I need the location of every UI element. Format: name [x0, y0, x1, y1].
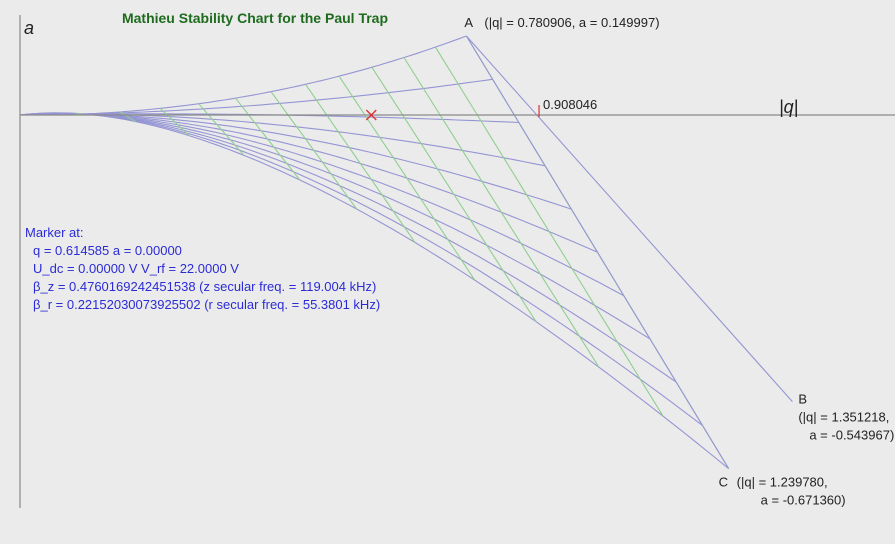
marker-stroke-2	[365, 109, 377, 121]
iso-beta-r-curve	[198, 103, 245, 156]
chart-title: Mathieu Stability Chart for the Paul Tra…	[122, 10, 388, 26]
info-q-a: q = 0.614585 a = 0.00000	[33, 243, 182, 258]
q-intercept-label: 0.908046	[543, 97, 597, 112]
boundary-a-c	[465, 35, 730, 469]
x-axis-label: |q|	[779, 97, 798, 117]
vertex-a-letter: A	[464, 15, 473, 30]
iso-beta-z-curve	[20, 78, 493, 116]
iso-beta-r-curve	[305, 83, 416, 243]
iso-beta-r-curve	[119, 111, 136, 123]
vertex-c-letter: C	[719, 475, 728, 490]
info-header: Marker at:	[25, 225, 84, 240]
iso-beta-r-curve	[75, 113, 82, 115]
iso-beta-r-curve	[270, 91, 358, 210]
vertex-c-label-line1: (|q| = 1.239780,	[737, 475, 828, 490]
y-axis-label: a	[24, 18, 34, 38]
info-voltages: U_dc = 0.00000 V V_rf = 22.0000 V	[33, 261, 239, 276]
iso-beta-r-curve	[434, 46, 664, 417]
iso-beta-z-curve	[19, 113, 572, 210]
iso-beta-r-curve	[159, 107, 190, 137]
iso-beta-r-curve	[403, 57, 600, 368]
iso-beta-r-curve	[235, 97, 301, 181]
iso-beta-z-curve	[19, 113, 598, 253]
boundary-a-b	[465, 35, 793, 402]
info-beta-r: β_r = 0.22152030073925502 (r secular fre…	[33, 297, 380, 312]
info-beta-z: β_z = 0.4760169242451538 (z secular freq…	[33, 279, 376, 294]
marker-info-panel: Marker at: q = 0.614585 a = 0.00000 U_dc…	[25, 225, 380, 312]
vertex-c-label-line2: a = -0.671360)	[761, 493, 846, 508]
iso-beta-r-curve	[371, 66, 537, 322]
vertex-b-label-line2: a = -0.543967)	[809, 428, 894, 443]
operating-point-marker[interactable]	[365, 109, 377, 121]
iso-beta-z-curve	[20, 35, 467, 116]
iso-beta-r-curve	[338, 75, 476, 281]
vertex-a-label: (|q| = 0.780906, a = 0.149997)	[484, 15, 659, 30]
vertex-b-letter: B	[798, 392, 807, 407]
vertex-b-label-line1: (|q| = 1.351218,	[798, 410, 889, 425]
